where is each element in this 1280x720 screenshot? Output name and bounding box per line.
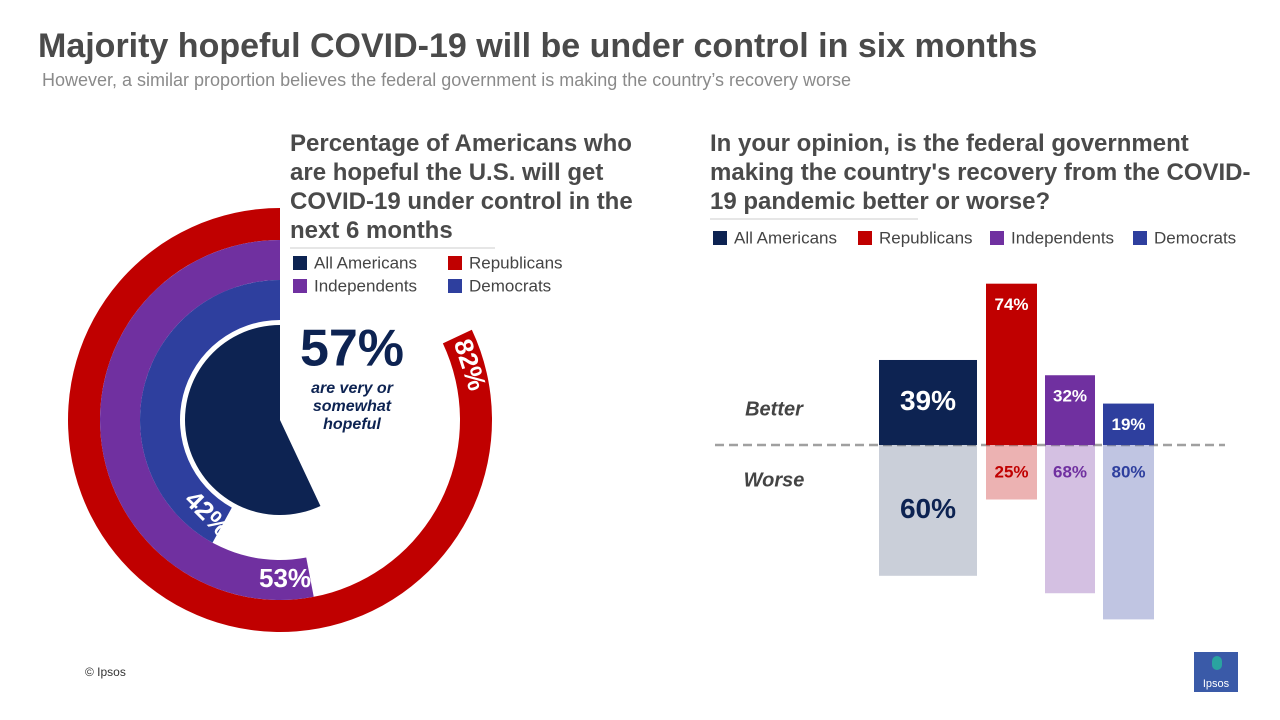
legend-swatch [293, 256, 307, 270]
value-label: 74% [994, 295, 1028, 314]
value-label: 68% [1053, 462, 1087, 481]
legend-swatch [858, 231, 872, 245]
value-label: 25% [994, 462, 1028, 481]
legend-label: Democrats [469, 276, 551, 295]
legend-swatch [293, 279, 307, 293]
legend-label: Republicans [469, 253, 563, 272]
logo-mark [1212, 656, 1222, 670]
value-label: 82% [448, 335, 493, 394]
legend-swatch [713, 231, 727, 245]
legend-swatch [448, 279, 462, 293]
annotation: are very or somewhat hopeful [311, 380, 393, 433]
chart-title: In your opinion, is the federal governme… [710, 130, 1251, 215]
bar-better [879, 359, 977, 445]
legend-swatch [1133, 231, 1147, 245]
bar-better [986, 283, 1037, 445]
category-label: Better [745, 398, 804, 420]
legend-label: All Americans [314, 253, 417, 272]
legend-swatch [990, 231, 1004, 245]
bar-worse [879, 445, 977, 576]
value-label: 32% [1053, 387, 1087, 406]
value-label: 80% [1111, 462, 1145, 481]
radial-bar [184, 325, 321, 515]
value-label: 57% [300, 320, 404, 378]
value-label: 53% [259, 563, 311, 593]
logo-text: Ipsos [1203, 678, 1230, 690]
value-label: 19% [1111, 415, 1145, 434]
slide-title: Majority hopeful COVID-19 will be under … [38, 27, 1037, 65]
legend-label: Republicans [879, 228, 973, 247]
legend-swatch [448, 256, 462, 270]
bar-worse [1103, 445, 1154, 620]
legend-label: Democrats [1154, 228, 1236, 247]
category-label: Worse [744, 469, 805, 491]
radial-bar [100, 240, 314, 600]
legend-label: Independents [1011, 228, 1114, 247]
legend-label: Independents [314, 276, 417, 295]
slide-subtitle: However, a similar proportion believes t… [42, 70, 851, 90]
bar-better [1045, 375, 1095, 445]
footer: © Ipsos [85, 665, 126, 679]
legend-label: All Americans [734, 228, 837, 247]
radial-bar [140, 280, 280, 543]
bar-better [1103, 403, 1154, 445]
chart-title: Percentage of Americans who are hopeful … [290, 130, 633, 244]
value-label: 39% [900, 385, 956, 416]
bar-worse [1045, 445, 1095, 594]
bar-worse [986, 445, 1037, 500]
value-label: 60% [900, 493, 956, 524]
